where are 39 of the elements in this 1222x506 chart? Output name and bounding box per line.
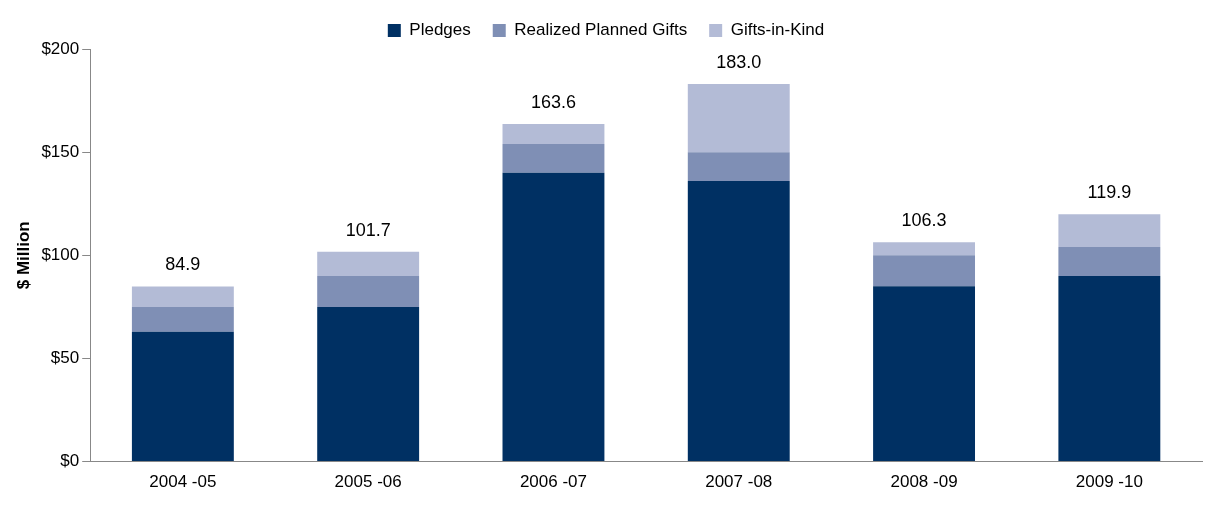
- y-tick-label: $50: [50, 348, 80, 368]
- legend-label: Realized Planned Gifts: [514, 20, 688, 40]
- bar: [873, 255, 976, 287]
- y-tick-label: $100: [41, 244, 80, 264]
- total-label: 183.0: [716, 52, 762, 73]
- bar: [502, 124, 605, 144]
- bar: [1058, 275, 1161, 462]
- y-tick-label: $0: [60, 451, 80, 471]
- bar: [873, 242, 976, 256]
- bar: [317, 251, 420, 276]
- x-tick-label: 2004 -05: [149, 472, 217, 492]
- bar: [502, 143, 605, 173]
- bar: [687, 181, 790, 462]
- x-tick-label: 2007 -08: [705, 472, 773, 492]
- total-label: 163.6: [530, 92, 576, 113]
- bar: [131, 306, 234, 332]
- bar: [873, 286, 976, 462]
- total-label: 119.9: [1087, 182, 1132, 203]
- legend-label: Pledges: [409, 20, 471, 40]
- y-tick-label: $150: [41, 141, 80, 161]
- y-tick-label: $200: [41, 38, 80, 58]
- bar: [687, 84, 790, 153]
- x-tick-label: 2005 -06: [334, 472, 402, 492]
- bar: [502, 172, 605, 462]
- total-label: 84.9: [165, 254, 201, 275]
- bar: [1058, 247, 1161, 276]
- y-axis-title: $ Million: [13, 221, 33, 290]
- bar: [317, 306, 420, 462]
- bar: [1058, 214, 1161, 248]
- total-label: 106.3: [901, 210, 947, 231]
- bar: [131, 286, 234, 307]
- bar: [317, 275, 420, 307]
- bar: [131, 331, 234, 462]
- x-tick-label: 2009 -10: [1075, 472, 1143, 492]
- total-label: 101.7: [345, 219, 391, 240]
- bar: [687, 152, 790, 182]
- x-tick-label: 2008 -09: [890, 472, 958, 492]
- x-tick-label: 2006 -07: [519, 472, 588, 492]
- legend-label: Gifts-in-Kind: [730, 20, 825, 40]
